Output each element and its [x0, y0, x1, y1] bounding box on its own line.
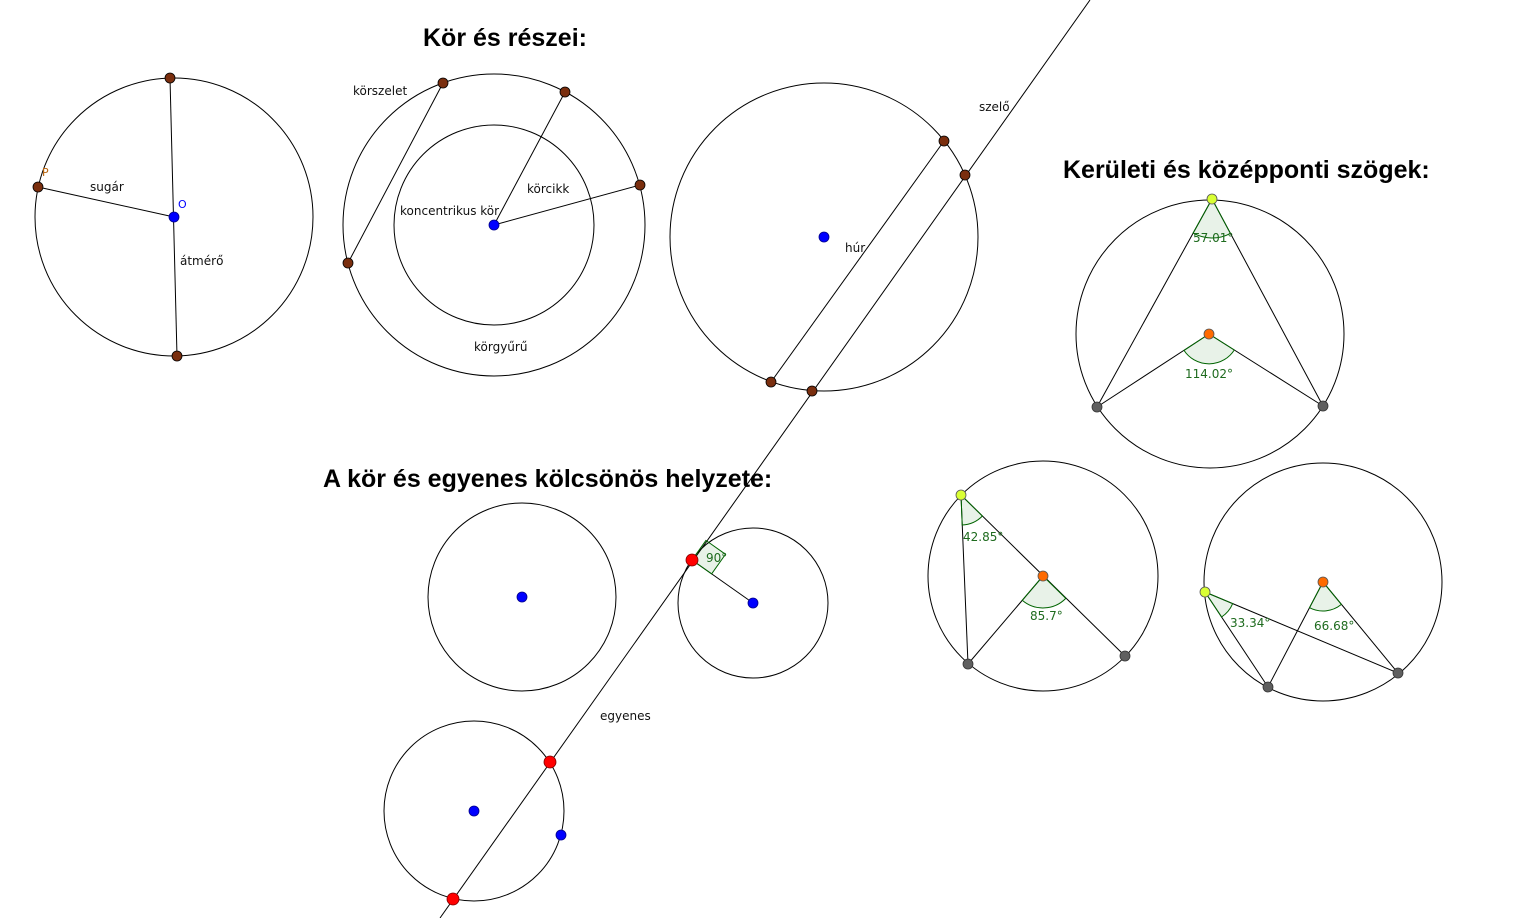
intersection-bottom[interactable]	[446, 892, 460, 906]
vertex-central-3[interactable]	[1317, 576, 1329, 588]
intersection-top[interactable]	[543, 755, 557, 769]
position-tangent: 90°	[677, 527, 829, 679]
angle-circle-3[interactable]	[1203, 462, 1443, 702]
disjoint-circle[interactable]	[427, 502, 617, 692]
inscribed-angle-arc-2	[960, 493, 984, 526]
circle-chord-secant: húr szelő	[669, 82, 1010, 397]
point-segment-b[interactable]	[342, 257, 354, 269]
radius-segment[interactable]	[37, 186, 175, 218]
inscribed-angle-value-3: 33.34°	[1230, 616, 1270, 630]
arc-end-left-1[interactable]	[1091, 401, 1103, 413]
arc-end-b-2[interactable]	[1119, 650, 1131, 662]
segment-label: körszelet	[353, 84, 407, 98]
angle-circle-2[interactable]	[927, 460, 1159, 692]
tangent-point[interactable]	[685, 553, 699, 567]
angle-figure-2: 42.85° 85.7°	[927, 460, 1159, 692]
right-angle-marker	[691, 539, 727, 575]
arc-end-a-3[interactable]	[1262, 681, 1274, 693]
position-intersecting: egyenes	[383, 709, 651, 906]
central-angle-arc-1	[1183, 333, 1235, 365]
central-angle-arc-2	[1021, 575, 1067, 609]
arc-end-a-2[interactable]	[962, 658, 974, 670]
point-sector-b[interactable]	[634, 179, 646, 191]
circle-parts-concentric: körszelet koncentrikus kör körcikk körgy…	[342, 73, 646, 377]
circle-radius-diameter: sugár átmérő P O	[32, 72, 314, 362]
point-sector-a[interactable]	[559, 86, 571, 98]
sector-label: körcikk	[527, 182, 569, 196]
sector-radius-1[interactable]	[493, 91, 566, 226]
circle-3[interactable]	[669, 82, 979, 392]
inscribed-angle-arc-1	[1192, 197, 1232, 239]
inscribed-angle-value-2: 42.85°	[963, 530, 1003, 544]
vertex-inscribed-3[interactable]	[1199, 586, 1211, 598]
center-point-2[interactable]	[488, 219, 500, 231]
tangent-circle[interactable]	[677, 527, 829, 679]
angle-figure-1: 57.01° 114.02°	[1075, 193, 1345, 469]
point-o-label: O	[178, 198, 187, 211]
inscribed-side-b-3[interactable]	[1204, 591, 1399, 674]
central-angle-value-1: 114.02°	[1185, 367, 1233, 381]
center-o[interactable]	[168, 211, 180, 223]
outer-circle[interactable]	[342, 73, 646, 377]
heading-inscribed-central-angles: Kerületi és középponti szögek:	[1063, 156, 1430, 184]
radius-label: sugár	[90, 180, 124, 194]
point-p[interactable]	[32, 181, 44, 193]
angle-figure-3: 33.34° 66.68°	[1199, 462, 1443, 702]
secant-label: szelő	[979, 100, 1010, 114]
concentric-circle[interactable]	[393, 124, 595, 326]
vertex-central-2[interactable]	[1037, 570, 1049, 582]
central-angle-value-3: 66.68°	[1314, 619, 1354, 633]
chord-end-top[interactable]	[938, 135, 950, 147]
point-segment-a[interactable]	[437, 77, 449, 89]
position-nonintersecting	[427, 502, 617, 692]
heading-circle-parts: Kör és részei:	[423, 24, 587, 52]
concentric-label: koncentrikus kör	[400, 204, 499, 218]
secant-intersection-bottom[interactable]	[806, 385, 818, 397]
diameter-end-bottom[interactable]	[171, 350, 183, 362]
vertex-central-1[interactable]	[1203, 328, 1215, 340]
center-point-3[interactable]	[818, 231, 830, 243]
chord-segment[interactable]	[770, 140, 945, 383]
right-angle-value: 90°	[706, 551, 727, 565]
tangent-center[interactable]	[747, 597, 759, 609]
vertex-inscribed-1[interactable]	[1206, 193, 1218, 205]
inscribed-angle-value-1: 57.01°	[1193, 231, 1233, 245]
central-angle-arc-3	[1308, 581, 1343, 612]
annulus-label: körgyűrű	[474, 340, 527, 354]
vertex-inscribed-2[interactable]	[955, 489, 967, 501]
secant-line[interactable]	[439, 0, 1091, 918]
inscribed-side-left-1[interactable]	[1096, 198, 1213, 408]
chord-end-bottom[interactable]	[765, 376, 777, 388]
disjoint-center[interactable]	[516, 591, 528, 603]
arc-end-b-3[interactable]	[1392, 667, 1404, 679]
central-angle-value-2: 85.7°	[1030, 609, 1063, 623]
chord-label: húr	[845, 241, 865, 255]
intersecting-circle[interactable]	[383, 720, 565, 902]
segment-chord[interactable]	[347, 82, 444, 264]
diameter-label: átmérő	[180, 254, 223, 268]
secant-intersection-top[interactable]	[959, 169, 971, 181]
arc-end-right-1[interactable]	[1317, 400, 1329, 412]
line-label: egyenes	[600, 709, 651, 723]
inscribed-angle-arc-3	[1203, 590, 1234, 618]
point-p-label: P	[42, 166, 49, 179]
circle-point-free[interactable]	[555, 829, 567, 841]
heading-circle-line-positions: A kör és egyenes kölcsönös helyzete:	[323, 465, 772, 493]
diameter-end-top[interactable]	[164, 72, 176, 84]
intersecting-center[interactable]	[468, 805, 480, 817]
sector-radius-2[interactable]	[493, 184, 641, 226]
